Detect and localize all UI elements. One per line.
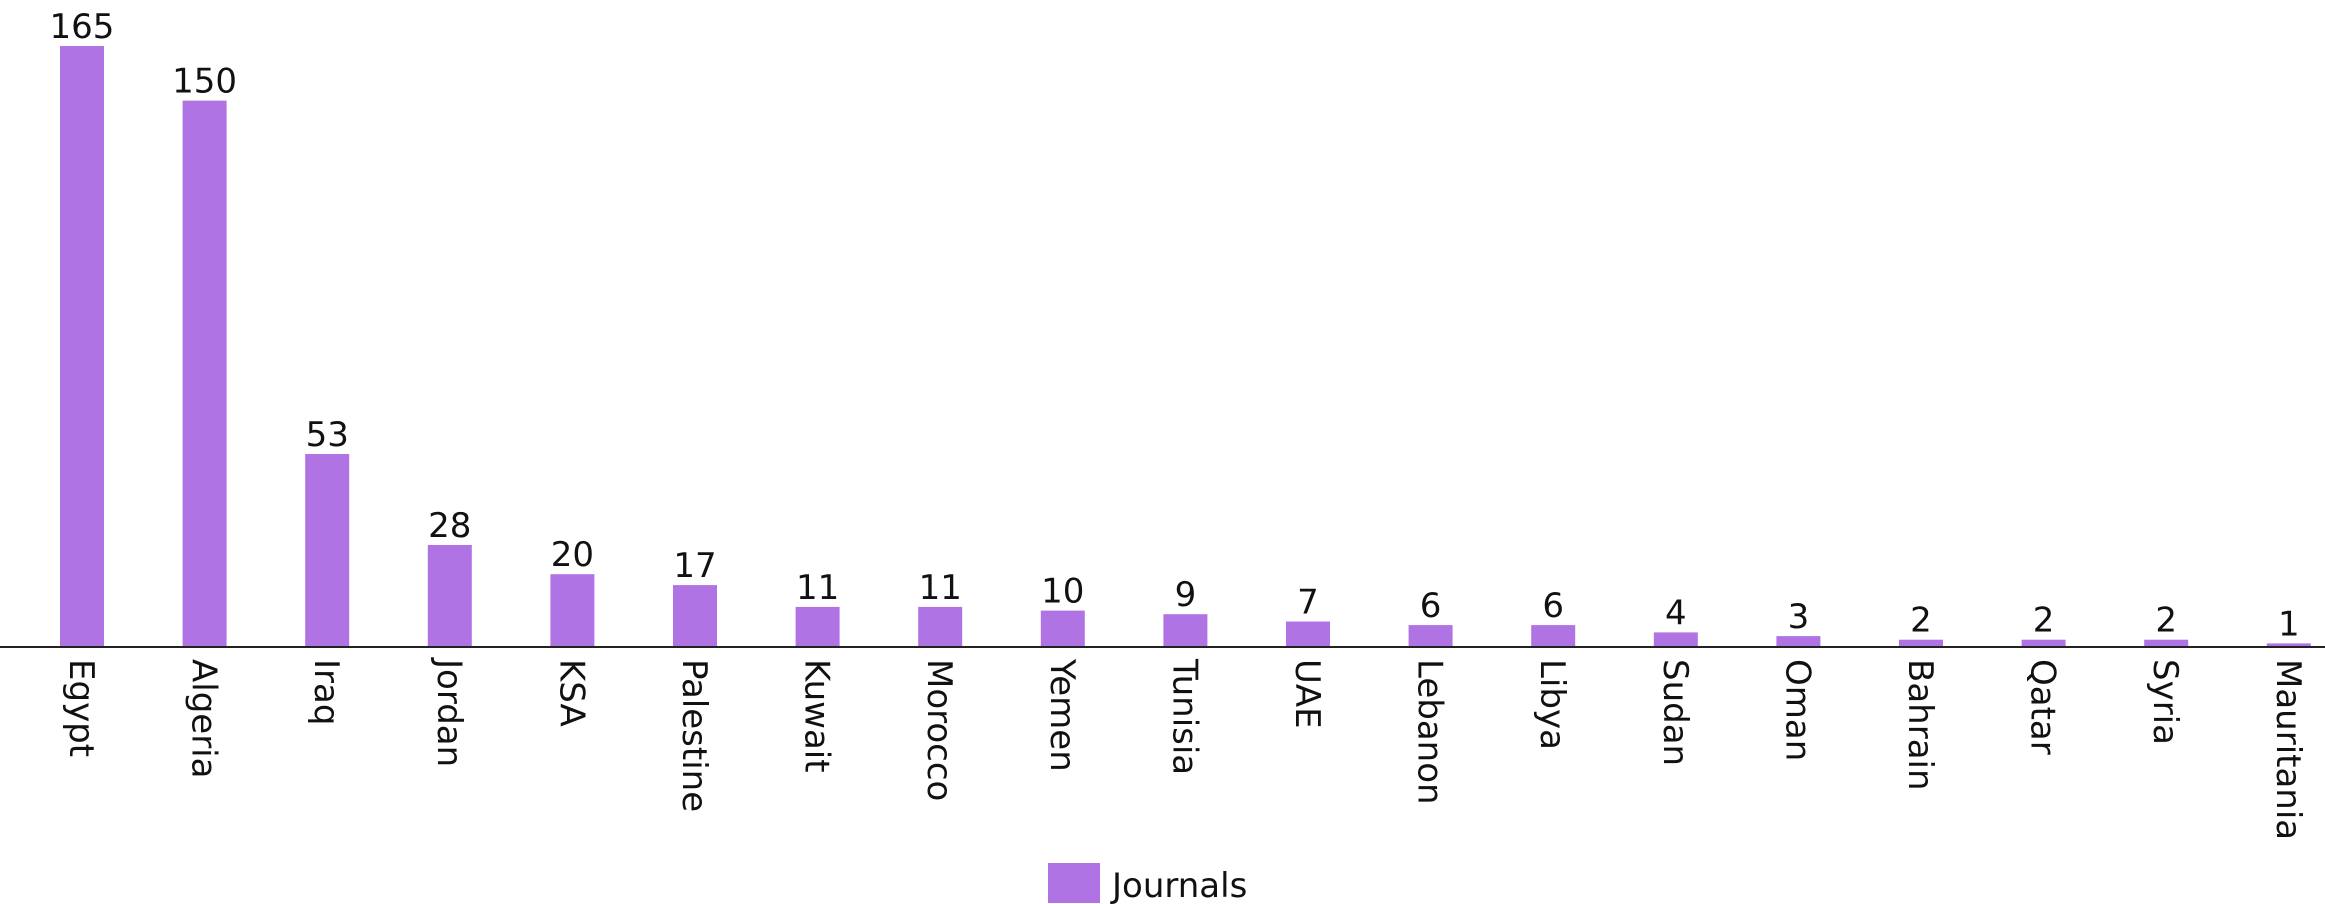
- category-label-libya: Libya: [1532, 659, 1572, 750]
- bar-oman: [1776, 636, 1821, 647]
- legend: Journals: [1048, 863, 1247, 904]
- category-label-morocco: Morocco: [919, 659, 959, 801]
- category-label-algeria: Algeria: [184, 659, 224, 778]
- value-label-algeria: 150: [172, 62, 237, 102]
- bars-group: [60, 46, 2311, 648]
- value-label-uae: 7: [1297, 583, 1319, 623]
- category-label-bahrain: Bahrain: [1900, 659, 1940, 791]
- bar-egypt: [60, 46, 104, 647]
- value-label-jordan: 28: [428, 506, 471, 546]
- value-label-syria: 2: [2155, 601, 2177, 641]
- bar-palestine: [673, 585, 717, 647]
- value-label-egypt: 165: [50, 7, 115, 47]
- category-label-ksa: KSA: [551, 659, 591, 727]
- bar-yemen: [1040, 610, 1085, 647]
- category-label-palestine: Palestine: [674, 659, 714, 812]
- value-label-sudan: 4: [1665, 593, 1687, 633]
- value-label-qatar: 2: [2033, 601, 2055, 641]
- bar-iraq: [305, 454, 350, 647]
- bar-sudan: [1653, 632, 1698, 647]
- category-label-lebanon: Lebanon: [1410, 659, 1450, 805]
- category-label-jordan: Jordan: [429, 657, 469, 767]
- category-label-qatar: Qatar: [2023, 659, 2063, 755]
- category-label-uae: UAE: [1287, 659, 1327, 729]
- value-label-tunisia: 9: [1175, 575, 1197, 615]
- value-label-kuwait: 11: [796, 568, 839, 608]
- category-label-mauritania: Mauritania: [2268, 659, 2308, 840]
- value-labels-group: 165 150 53 28 20 17 11 11 10 9 7 6 6 4 3 2 2 2 1: [50, 7, 2300, 644]
- value-label-palestine: 17: [673, 546, 716, 586]
- bar-lebanon: [1408, 625, 1453, 647]
- value-label-yemen: 10: [1041, 572, 1084, 612]
- legend-label: Journals: [1110, 866, 1247, 904]
- bar-algeria: [182, 100, 227, 648]
- bar-libya: [1531, 625, 1576, 647]
- value-label-iraq: 53: [306, 415, 349, 455]
- bar-bahrain: [1899, 639, 1943, 647]
- legend-swatch: [1048, 863, 1100, 903]
- value-label-libya: 6: [1542, 586, 1564, 626]
- category-label-tunisia: Tunisia: [1164, 658, 1204, 775]
- category-label-iraq: Iraq: [306, 659, 346, 725]
- bar-morocco: [918, 606, 963, 647]
- bar-tunisia: [1163, 614, 1208, 647]
- bar-jordan: [427, 545, 472, 647]
- bar-mauritania: [2266, 643, 2311, 647]
- value-label-bahrain: 2: [1910, 601, 1932, 641]
- category-label-syria: Syria: [2145, 659, 2185, 745]
- bar-uae: [1286, 621, 1330, 647]
- category-label-oman: Oman: [1777, 659, 1817, 761]
- bar-qatar: [2021, 639, 2066, 647]
- category-label-yemen: Yemen: [1042, 658, 1082, 772]
- value-label-lebanon: 6: [1420, 586, 1442, 626]
- category-label-egypt: Egypt: [61, 659, 101, 757]
- value-label-ksa: 20: [551, 535, 594, 575]
- bar-syria: [2144, 639, 2189, 647]
- category-label-sudan: Sudan: [1655, 659, 1695, 766]
- category-labels-group: Egypt Algeria Iraq Jordan KSA Palestine Kuwait…: [61, 657, 2308, 840]
- bar-ksa: [550, 574, 595, 647]
- value-label-morocco: 11: [919, 568, 962, 608]
- value-label-mauritania: 1: [2278, 604, 2300, 644]
- category-label-kuwait: Kuwait: [797, 659, 837, 773]
- bar-kuwait: [795, 606, 840, 647]
- value-label-oman: 3: [1788, 597, 1810, 637]
